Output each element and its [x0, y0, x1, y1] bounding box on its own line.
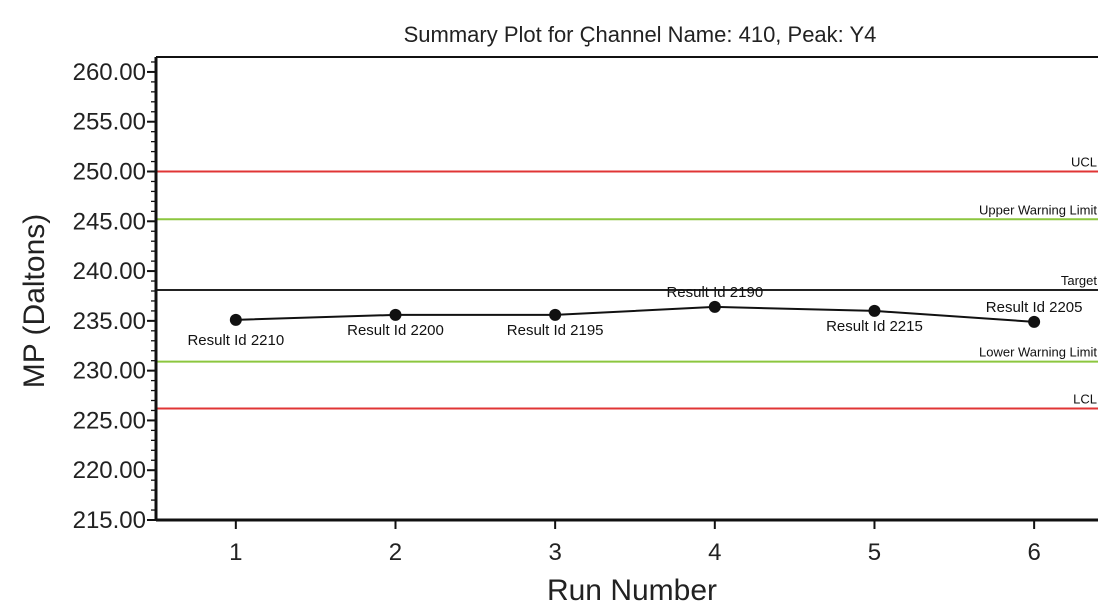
y-tick-label-9: 260.00 [73, 59, 146, 86]
data-point-1 [229, 313, 242, 326]
data-point-6 [1028, 315, 1041, 328]
data-point-label-6: Result Id 2205 [986, 299, 1083, 316]
chart-title: Summary Plot for Ҫhannel Name: 410, Peak… [404, 22, 877, 47]
x-axis: 1 2 3 4 5 6 [229, 520, 1041, 566]
x-tick-label-1: 2 [389, 539, 402, 566]
x-tick-label-3: 4 [708, 539, 721, 566]
limit-label-0: UCL [1071, 155, 1097, 170]
x-tick-label-2: 3 [548, 539, 561, 566]
data-point-2 [389, 308, 402, 321]
limit-label-4: LCL [1073, 391, 1097, 406]
y-tick-label-4: 235.00 [73, 308, 146, 335]
y-axis-title: MP (Daltons) [18, 214, 51, 389]
y-tick-label-5: 240.00 [73, 258, 146, 285]
y-tick-label-8: 255.00 [73, 109, 146, 136]
y-tick-label-7: 250.00 [73, 159, 146, 186]
x-tick-label-4: 5 [868, 539, 881, 566]
data-point-label-1: Result Id 2210 [187, 332, 284, 349]
x-axis-title: Run Number [547, 574, 717, 607]
limit-label-2: Target [1061, 273, 1098, 288]
data-point-label-2: Result Id 2200 [347, 322, 444, 339]
y-axis: 215.00 220.00 225.00 230.00 235.00 240.00 245.… [73, 59, 156, 534]
data-point-4 [708, 300, 721, 313]
y-tick-label-1: 220.00 [73, 457, 146, 484]
data-point-label-3: Result Id 2195 [507, 322, 604, 339]
data-point-label-4: Result Id 2190 [666, 284, 763, 301]
data-point-3 [549, 308, 562, 321]
y-tick-label-2: 225.00 [73, 407, 146, 434]
control-limits: UCL Upper Warning Limit Target Lower Warnin… [156, 155, 1098, 410]
data-point-5 [868, 304, 881, 317]
data-series: Result Id 2210 Result Id 2200 Result Id 21… [187, 284, 1082, 349]
x-tick-label-0: 1 [229, 539, 242, 566]
series-line-0 [235, 305, 1035, 323]
x-tick-label-5: 6 [1027, 539, 1040, 566]
y-tick-label-6: 245.00 [73, 208, 146, 235]
data-point-label-5: Result Id 2215 [826, 318, 923, 335]
limit-label-3: Lower Warning Limit [979, 345, 1097, 360]
y-tick-label-3: 230.00 [73, 358, 146, 385]
y-tick-label-0: 215.00 [73, 507, 146, 534]
plot-frame [154, 56, 1098, 522]
limit-label-1: Upper Warning Limit [979, 202, 1097, 217]
